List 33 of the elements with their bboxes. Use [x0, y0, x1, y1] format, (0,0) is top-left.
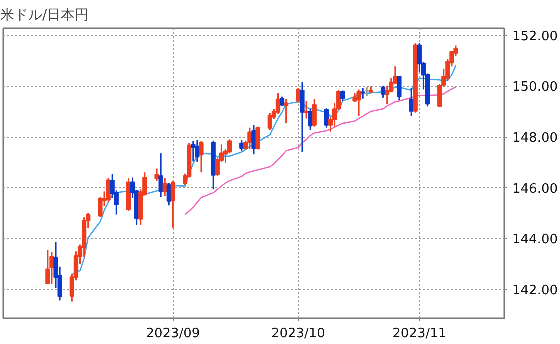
candlestick	[380, 85, 386, 99]
candlestick	[308, 108, 313, 131]
candlestick	[170, 180, 176, 230]
candlestick	[324, 108, 330, 129]
candlestick	[191, 140, 196, 162]
candlestick	[154, 168, 160, 182]
candlestick	[256, 126, 260, 150]
chart-title: 米ドル/日本円	[0, 8, 90, 24]
x-tick-label: 2023/11	[392, 326, 447, 342]
x-tick-label: 2023/09	[146, 326, 200, 342]
candlestick	[280, 96, 285, 108]
y-tick-label: 144.00	[512, 232, 558, 248]
candlestick	[356, 89, 362, 118]
y-tick-label: 152.00	[512, 29, 558, 44]
y-tick-label: 146.00	[512, 182, 558, 197]
candlestick	[284, 98, 289, 124]
candlestick	[312, 98, 317, 128]
x-tick-label: 2023/10	[271, 326, 326, 342]
y-tick-label: 148.00	[512, 131, 558, 146]
candlestick	[158, 152, 164, 198]
candlestick	[397, 75, 402, 101]
line-series	[184, 86, 457, 216]
candlestick	[106, 177, 111, 203]
candlestick	[46, 249, 50, 285]
candlestick	[268, 112, 272, 131]
candlestick	[276, 92, 281, 115]
y-tick-label: 150.00	[512, 80, 558, 96]
candlestick	[360, 88, 366, 100]
candlestick	[300, 82, 305, 153]
candlestick	[199, 140, 204, 174]
candlestick	[50, 252, 54, 285]
y-tick-label: 142.00	[512, 284, 558, 299]
candlestick	[162, 177, 168, 197]
